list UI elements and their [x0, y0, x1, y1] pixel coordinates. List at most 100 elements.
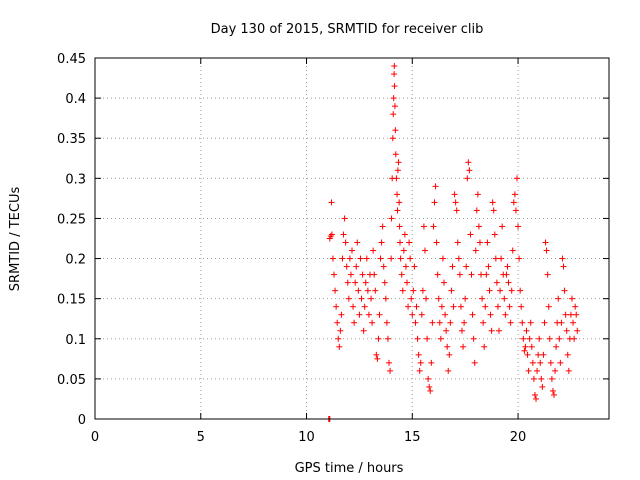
data-point — [363, 255, 370, 262]
data-point — [568, 295, 575, 302]
data-point — [340, 231, 347, 238]
data-point — [464, 175, 471, 182]
data-point — [465, 159, 472, 166]
data-point — [540, 351, 547, 358]
data-point — [549, 387, 556, 394]
data-point — [474, 191, 481, 198]
data-point — [357, 255, 364, 262]
data-point — [365, 311, 372, 318]
data-point — [501, 295, 508, 302]
data-point — [409, 311, 416, 318]
data-point — [503, 271, 510, 278]
x-tick-label: 20 — [510, 430, 527, 445]
data-point — [543, 247, 550, 254]
data-point — [548, 375, 555, 382]
data-point — [408, 295, 415, 302]
data-point — [421, 247, 428, 254]
data-point — [426, 383, 433, 390]
data-point — [343, 263, 350, 270]
data-point — [493, 279, 500, 286]
data-point — [453, 207, 460, 214]
data-point — [352, 279, 359, 286]
data-point — [361, 303, 368, 310]
data-point — [557, 359, 564, 366]
data-point — [562, 311, 569, 318]
data-point — [505, 279, 512, 286]
data-point — [520, 335, 527, 342]
data-point — [479, 295, 486, 302]
data-point — [388, 215, 395, 222]
plot-frame — [94, 57, 610, 420]
data-point — [564, 351, 571, 358]
data-point — [424, 335, 431, 342]
data-point — [403, 279, 410, 286]
data-point — [362, 279, 369, 286]
data-point — [475, 223, 482, 230]
data-point — [446, 351, 453, 358]
data-point — [428, 359, 435, 366]
data-point — [442, 311, 449, 318]
data-point — [482, 303, 489, 310]
data-point — [508, 287, 515, 294]
data-point — [571, 335, 578, 342]
data-point — [384, 335, 391, 342]
data-point — [390, 95, 397, 102]
data-point — [448, 287, 455, 294]
data-point — [488, 327, 495, 334]
data-points — [325, 63, 581, 422]
data-point — [567, 311, 574, 318]
data-point — [518, 303, 525, 310]
data-point — [373, 351, 380, 358]
data-point — [546, 335, 553, 342]
data-point — [506, 303, 513, 310]
data-point — [389, 135, 396, 142]
data-point — [553, 343, 560, 350]
y-tick-label: 0.05 — [57, 373, 86, 388]
y-axis-label: SRMTID / TECUs — [8, 187, 23, 292]
data-point — [522, 343, 529, 350]
data-point — [513, 175, 520, 182]
data-point — [537, 359, 544, 366]
data-point — [329, 255, 336, 262]
data-point — [355, 287, 362, 294]
data-point — [558, 319, 565, 326]
data-point — [517, 287, 524, 294]
data-point — [539, 383, 546, 390]
data-point — [369, 319, 376, 326]
data-point — [433, 239, 440, 246]
data-point — [560, 263, 567, 270]
chart-title: Day 130 of 2015, SRMTID for receiver cli… — [211, 22, 484, 37]
data-point — [521, 347, 528, 354]
data-point — [545, 303, 552, 310]
data-point — [427, 387, 434, 394]
data-point — [531, 391, 538, 398]
data-point — [396, 223, 403, 230]
data-point — [360, 327, 367, 334]
data-point — [391, 71, 398, 78]
data-point — [527, 319, 534, 326]
data-point — [547, 359, 554, 366]
data-point — [516, 255, 523, 262]
data-point — [519, 319, 526, 326]
data-point — [419, 287, 426, 294]
data-point — [370, 247, 377, 254]
data-point — [492, 255, 499, 262]
data-point — [462, 295, 469, 302]
data-point — [359, 271, 366, 278]
data-point — [444, 343, 451, 350]
data-point — [487, 311, 494, 318]
x-tick-label: 15 — [404, 430, 421, 445]
data-point — [410, 287, 417, 294]
data-point — [328, 231, 335, 238]
data-point — [332, 287, 339, 294]
data-point — [469, 311, 476, 318]
data-point — [364, 287, 371, 294]
tick-labels: 0 0.05 0.1 0.15 0.2 0.25 0.3 0.35 0.4 0.45 0 5 10 15 2… — [57, 52, 526, 445]
data-point — [504, 263, 511, 270]
data-point — [457, 303, 464, 310]
data-point — [429, 319, 436, 326]
data-point — [498, 255, 505, 262]
data-point — [393, 175, 400, 182]
data-point — [391, 103, 398, 110]
